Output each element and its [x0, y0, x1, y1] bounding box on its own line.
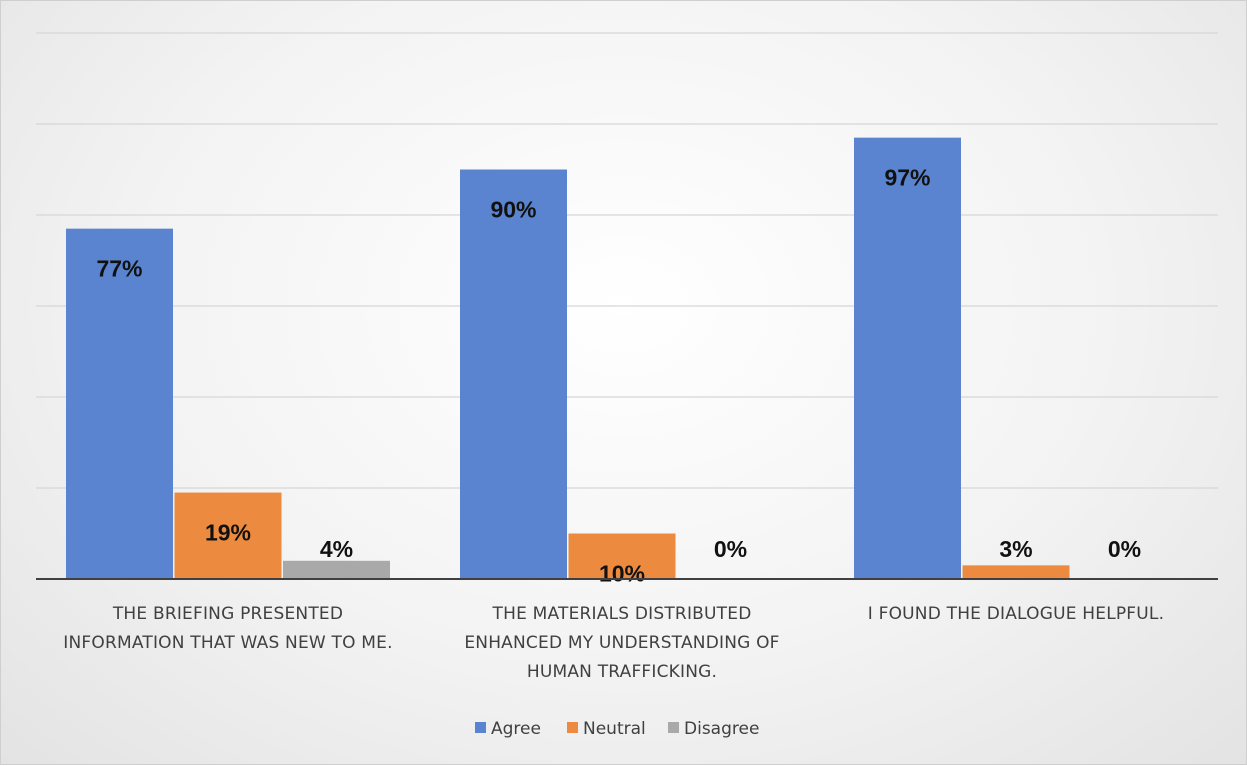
bar-neutral-cat1	[174, 492, 282, 579]
data-label-disagree-cat2: 0%	[714, 536, 747, 562]
gridlines	[36, 32, 1218, 489]
category-label-2-line-3: HUMAN TRAFFICKING.	[527, 662, 717, 682]
legend-label-disagree: Disagree	[684, 719, 759, 739]
category-label-2-line-1: THE MATERIALS DISTRIBUTED	[492, 604, 752, 624]
data-label-neutral-cat2: 10%	[599, 561, 645, 587]
category-label-1-line-1: THE BRIEFING PRESENTED	[112, 604, 343, 624]
category-label-2-line-2: ENHANCED MY UNDERSTANDING OF	[464, 633, 779, 653]
bar-neutral-cat2	[568, 533, 676, 579]
data-label-neutral-cat3: 3%	[999, 536, 1032, 562]
legend-swatch-neutral	[567, 722, 578, 733]
data-label-disagree-cat1: 4%	[320, 536, 353, 562]
legend-label-agree: Agree	[491, 719, 541, 739]
data-label-agree-cat3: 97%	[884, 165, 930, 191]
data-label-neutral-cat1: 19%	[205, 520, 251, 546]
data-label-agree-cat1: 77%	[96, 256, 142, 282]
category-label-3-line-1: I FOUND THE DIALOGUE HELPFUL.	[868, 604, 1164, 624]
bar-agree-cat1	[66, 228, 173, 579]
legend-swatch-agree	[475, 722, 486, 733]
bar-agree-cat3	[854, 137, 961, 579]
bar-agree-cat2	[460, 169, 567, 579]
bar-disagree-cat1	[283, 560, 390, 579]
legend-label-neutral: Neutral	[583, 719, 646, 739]
legend: Agree Neutral Disagree	[475, 719, 759, 739]
data-label-disagree-cat3: 0%	[1108, 536, 1141, 562]
data-label-agree-cat2: 90%	[490, 197, 536, 223]
category-labels: THE BRIEFING PRESENTED INFORMATION THAT W…	[63, 604, 1164, 682]
category-label-1-line-2: INFORMATION THAT WAS NEW TO ME.	[63, 633, 392, 653]
bars	[66, 137, 1070, 579]
bar-neutral-cat3	[962, 565, 1070, 579]
data-labels: 77% 90% 97% 19% 10% 3% 4% 0% 0%	[96, 165, 1141, 587]
legend-swatch-disagree	[668, 722, 679, 733]
